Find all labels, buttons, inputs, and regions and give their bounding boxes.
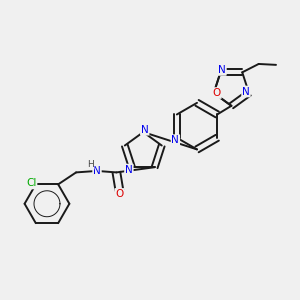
Text: Cl: Cl — [26, 178, 37, 188]
Text: O: O — [115, 189, 124, 199]
Text: O: O — [213, 88, 221, 98]
Text: N: N — [125, 165, 133, 175]
Text: N: N — [141, 125, 148, 135]
Text: N: N — [93, 166, 101, 176]
Text: N: N — [172, 135, 179, 145]
Text: H: H — [87, 160, 94, 169]
Text: N: N — [242, 86, 250, 97]
Text: N: N — [218, 65, 226, 75]
